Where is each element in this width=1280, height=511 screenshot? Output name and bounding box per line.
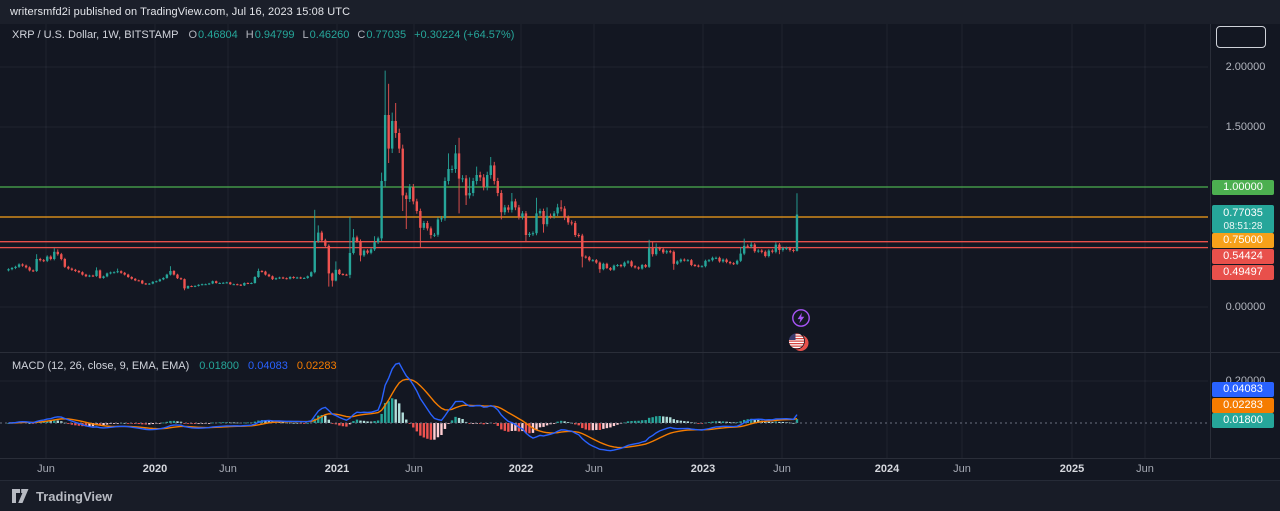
- countdown-timer: 08:51:28: [1223, 221, 1263, 232]
- publish-info-text: writersmfd2i published on TradingView.co…: [10, 6, 351, 18]
- lightning-event-marker[interactable]: [791, 308, 811, 333]
- macd-legend-value-0: 0.01800: [199, 360, 240, 372]
- change-value: +0.30224 (+64.57%): [414, 29, 515, 41]
- macd-legend-values: 0.01800 0.04083 0.02283: [199, 360, 345, 372]
- price-level-badge: 0.77035 08:51:28: [1212, 205, 1274, 233]
- price-level-lines[interactable]: [0, 186, 1208, 249]
- time-tick-label: 2022: [508, 463, 534, 475]
- pane-separators: [0, 24, 1280, 459]
- price-tick-label: 0.00000: [1225, 301, 1266, 313]
- time-tick-label: Jun: [405, 463, 423, 475]
- price-level-badge: 0.75000: [1212, 233, 1274, 248]
- us-economic-event-marker[interactable]: [786, 330, 810, 359]
- tradingview-logo-text[interactable]: TradingView: [36, 489, 113, 504]
- macd-value-badge: 0.02283: [1212, 398, 1274, 413]
- candlestick-series: [7, 70, 799, 291]
- macd-lines: [8, 362, 798, 452]
- macd-value-badge: 0.04083: [1212, 382, 1274, 397]
- ohlc-values: O0.46804 H0.94799 L0.46260 C0.77035: [188, 29, 414, 41]
- time-tick-label: 2020: [142, 463, 168, 475]
- time-tick-label: Jun: [219, 463, 237, 475]
- ohlc-field-l: L0.46260: [302, 29, 350, 41]
- macd-legend-value-1: 0.04083: [248, 360, 288, 372]
- symbol-legend: XRP / U.S. Dollar, 1W, BITSTAMP O0.46804…: [12, 29, 514, 41]
- tradingview-logo-icon[interactable]: [12, 489, 29, 504]
- time-tick-label: 2025: [1059, 463, 1085, 475]
- macd-legend: MACD (12, 26, close, 9, EMA, EMA) 0.0180…: [12, 360, 346, 372]
- time-tick-label: 2023: [690, 463, 716, 475]
- price-level-badge: 0.49497: [1212, 265, 1274, 280]
- time-tick-label: Jun: [1136, 463, 1154, 475]
- footer-bar: TradingView: [0, 480, 1280, 511]
- lightning-icon: [792, 309, 810, 327]
- macd-legend-value-2: 0.02283: [296, 360, 337, 372]
- publish-info-bar: writersmfd2i published on TradingView.co…: [0, 0, 1280, 24]
- time-tick-label: 2021: [324, 463, 350, 475]
- time-tick-label: Jun: [953, 463, 971, 475]
- grid-lines: [0, 24, 1208, 458]
- time-tick-label: Jun: [773, 463, 791, 475]
- symbol-title[interactable]: XRP / U.S. Dollar, 1W, BITSTAMP: [12, 29, 179, 41]
- price-level-badge: 0.54424: [1212, 249, 1274, 264]
- us-flag-icon: [788, 332, 809, 351]
- ohlc-field-o: O0.46804: [188, 29, 238, 41]
- macd-histogram: [7, 398, 799, 440]
- ohlc-field-c: C0.77035: [357, 29, 407, 41]
- macd-value-badge: 0.01800: [1212, 413, 1274, 428]
- price-tick-label: 2.00000: [1225, 61, 1266, 73]
- time-tick-label: Jun: [37, 463, 55, 475]
- macd-legend-title[interactable]: MACD (12, 26, close, 9, EMA, EMA): [12, 360, 190, 372]
- price-scale[interactable]: 2.00000 1.50000 0.00000 0.20000 1.00000 0.770…: [1211, 24, 1280, 458]
- price-tick-label: 1.50000: [1225, 121, 1266, 133]
- logo-placeholder-box: [1216, 26, 1266, 48]
- time-scale[interactable]: Jun 2020 Jun 2021 Jun 2022 Jun 2023 Jun 2024 Jun 20…: [0, 459, 1210, 480]
- price-level-badge: 1.00000: [1212, 180, 1274, 195]
- ohlc-field-h: H0.94799: [245, 29, 295, 41]
- time-tick-label: Jun: [585, 463, 603, 475]
- time-tick-label: 2024: [874, 463, 900, 475]
